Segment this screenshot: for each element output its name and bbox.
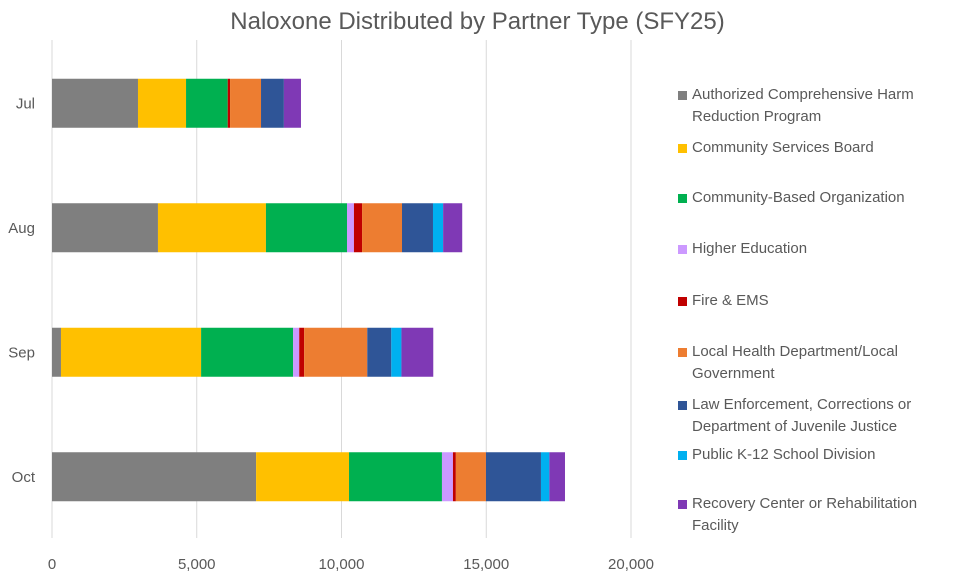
bar-segment [60, 327, 202, 377]
bar-segment [452, 452, 456, 502]
legend-swatch [678, 91, 687, 100]
x-tick-label: 20,000 [608, 556, 654, 573]
bar-segment [227, 78, 231, 128]
y-category-label: Oct [12, 469, 36, 486]
bar-segment [367, 327, 392, 377]
bar-segment [261, 78, 284, 128]
legend-label: Law Enforcement, Corrections or Departme… [692, 396, 912, 435]
bar-segment [362, 203, 403, 253]
legend-item: Higher Education [678, 238, 807, 260]
bar-segment [353, 203, 363, 253]
legend-swatch [678, 144, 687, 153]
legend-label: Public K-12 School Division [692, 446, 876, 463]
bar-segment [201, 327, 294, 377]
bar-segment [52, 327, 61, 377]
legend-swatch [678, 194, 687, 203]
legend-item: Fire & EMS [678, 290, 769, 312]
x-tick-label: 15,000 [463, 556, 509, 573]
legend-label: Local Health Department/Local Government [692, 343, 898, 382]
legend-label: Higher Education [692, 240, 808, 257]
y-category-label: Sep [8, 344, 35, 361]
legend-item: Public K-12 School Division [678, 444, 875, 466]
y-category-label: Aug [8, 220, 35, 237]
bar-segment [441, 452, 453, 502]
legend-swatch [678, 348, 687, 357]
x-tick-label: 0 [48, 556, 56, 573]
legend-label: Community Services Board [692, 139, 874, 156]
bar-segment [265, 203, 348, 253]
bar-segment [52, 452, 257, 502]
legend-swatch [678, 297, 687, 306]
legend-label: Fire & EMS [692, 292, 769, 309]
bar-segment [157, 203, 266, 253]
legend-label: Authorized Comprehensive Harm Reduction … [692, 86, 914, 125]
bar-segment [549, 452, 565, 502]
bar-segment [52, 203, 158, 253]
legend-swatch [678, 451, 687, 460]
bar-segment [540, 452, 550, 502]
bar-segment [402, 203, 433, 253]
legend-swatch [678, 245, 687, 254]
bar-segment [186, 78, 228, 128]
x-tick-label: 10,000 [319, 556, 365, 573]
bar-segment [432, 203, 444, 253]
bar-segment [299, 327, 305, 377]
bar-segment [443, 203, 463, 253]
legend-item: Recovery Center or Rehabilitation Facili… [678, 493, 953, 537]
bar-segment [256, 452, 350, 502]
bar-segment [304, 327, 368, 377]
legend-swatch [678, 401, 687, 410]
legend-item: Law Enforcement, Corrections or Departme… [678, 394, 953, 438]
legend-item: Local Health Department/Local Government [678, 341, 953, 385]
bar-segment [230, 78, 262, 128]
bar-segment [401, 327, 434, 377]
bar-segment [52, 78, 138, 128]
legend-item: Community Services Board [678, 137, 874, 159]
y-category-label: Jul [16, 95, 35, 112]
bar-segment [283, 78, 301, 128]
bar-segment [455, 452, 486, 502]
bar-segment [293, 327, 300, 377]
bar-segment [391, 327, 402, 377]
bar-segment [347, 203, 354, 253]
legend-item: Community-Based Organization [678, 187, 905, 209]
bar-segment [137, 78, 187, 128]
chart-title: Naloxone Distributed by Partner Type (SF… [230, 8, 725, 35]
x-tick-label: 5,000 [178, 556, 216, 573]
legend-item: Authorized Comprehensive Harm Reduction … [678, 84, 953, 128]
legend-swatch [678, 500, 687, 509]
bar-segment [349, 452, 442, 502]
bar-segment [485, 452, 541, 502]
legend-label: Recovery Center or Rehabilitation Facili… [692, 495, 918, 534]
legend-label: Community-Based Organization [692, 189, 905, 206]
